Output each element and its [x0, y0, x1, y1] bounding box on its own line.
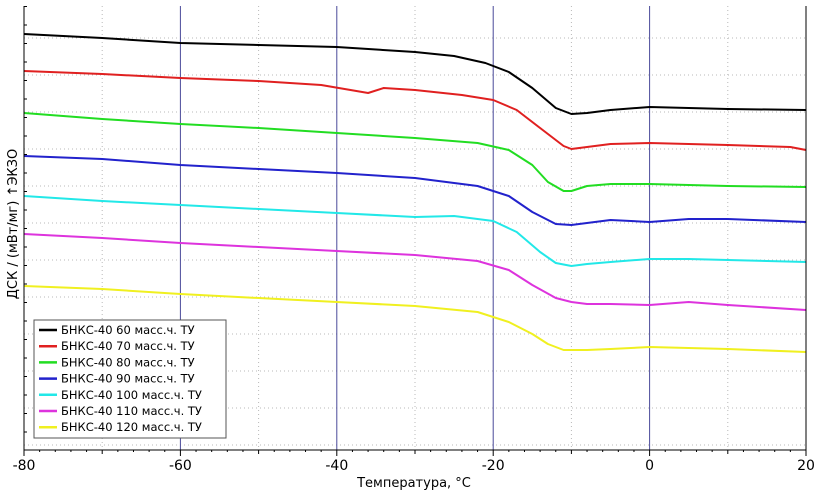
- x-tick-label: -20: [482, 458, 505, 474]
- series-line: [23, 233, 807, 311]
- series-line: [23, 285, 807, 353]
- legend-box: [33, 319, 227, 439]
- series-line: [23, 195, 807, 267]
- plot-series: [23, 33, 807, 353]
- x-tick-label: -60: [169, 458, 192, 474]
- legend-entry: БНКС-40 70 масс.ч. ТУ: [61, 339, 195, 353]
- legend: БНКС-40 60 масс.ч. ТУ БНКС-40 70 масс.ч. …: [33, 319, 227, 439]
- legend-entry: БНКС-40 110 масс.ч. ТУ: [61, 404, 202, 418]
- x-tick-label: 0: [645, 458, 654, 474]
- plot-axes: -80 -60 -40 -20 0 20: [13, 6, 815, 474]
- series-line: [23, 112, 807, 192]
- series-line: [23, 70, 807, 151]
- series-line: [23, 33, 807, 115]
- legend-entry: БНКС-40 90 масс.ч. ТУ: [61, 372, 195, 386]
- x-tick-label: 20: [797, 458, 815, 474]
- series-line: [23, 155, 807, 226]
- legend-entry: БНКС-40 60 масс.ч. ТУ: [61, 323, 195, 337]
- y-axis-label: ДСК / (мВт/мг) ↑ЭКЗО: [6, 149, 21, 299]
- x-tick-label: -80: [13, 458, 36, 474]
- legend-entry: БНКС-40 100 масс.ч. ТУ: [61, 388, 202, 402]
- legend-entry: БНКС-40 80 масс.ч. ТУ: [61, 355, 195, 369]
- legend-entry: БНКС-40 120 масс.ч. ТУ: [61, 420, 202, 434]
- x-tick-label: -40: [325, 458, 348, 474]
- x-axis-label: Температура, °C: [356, 476, 471, 491]
